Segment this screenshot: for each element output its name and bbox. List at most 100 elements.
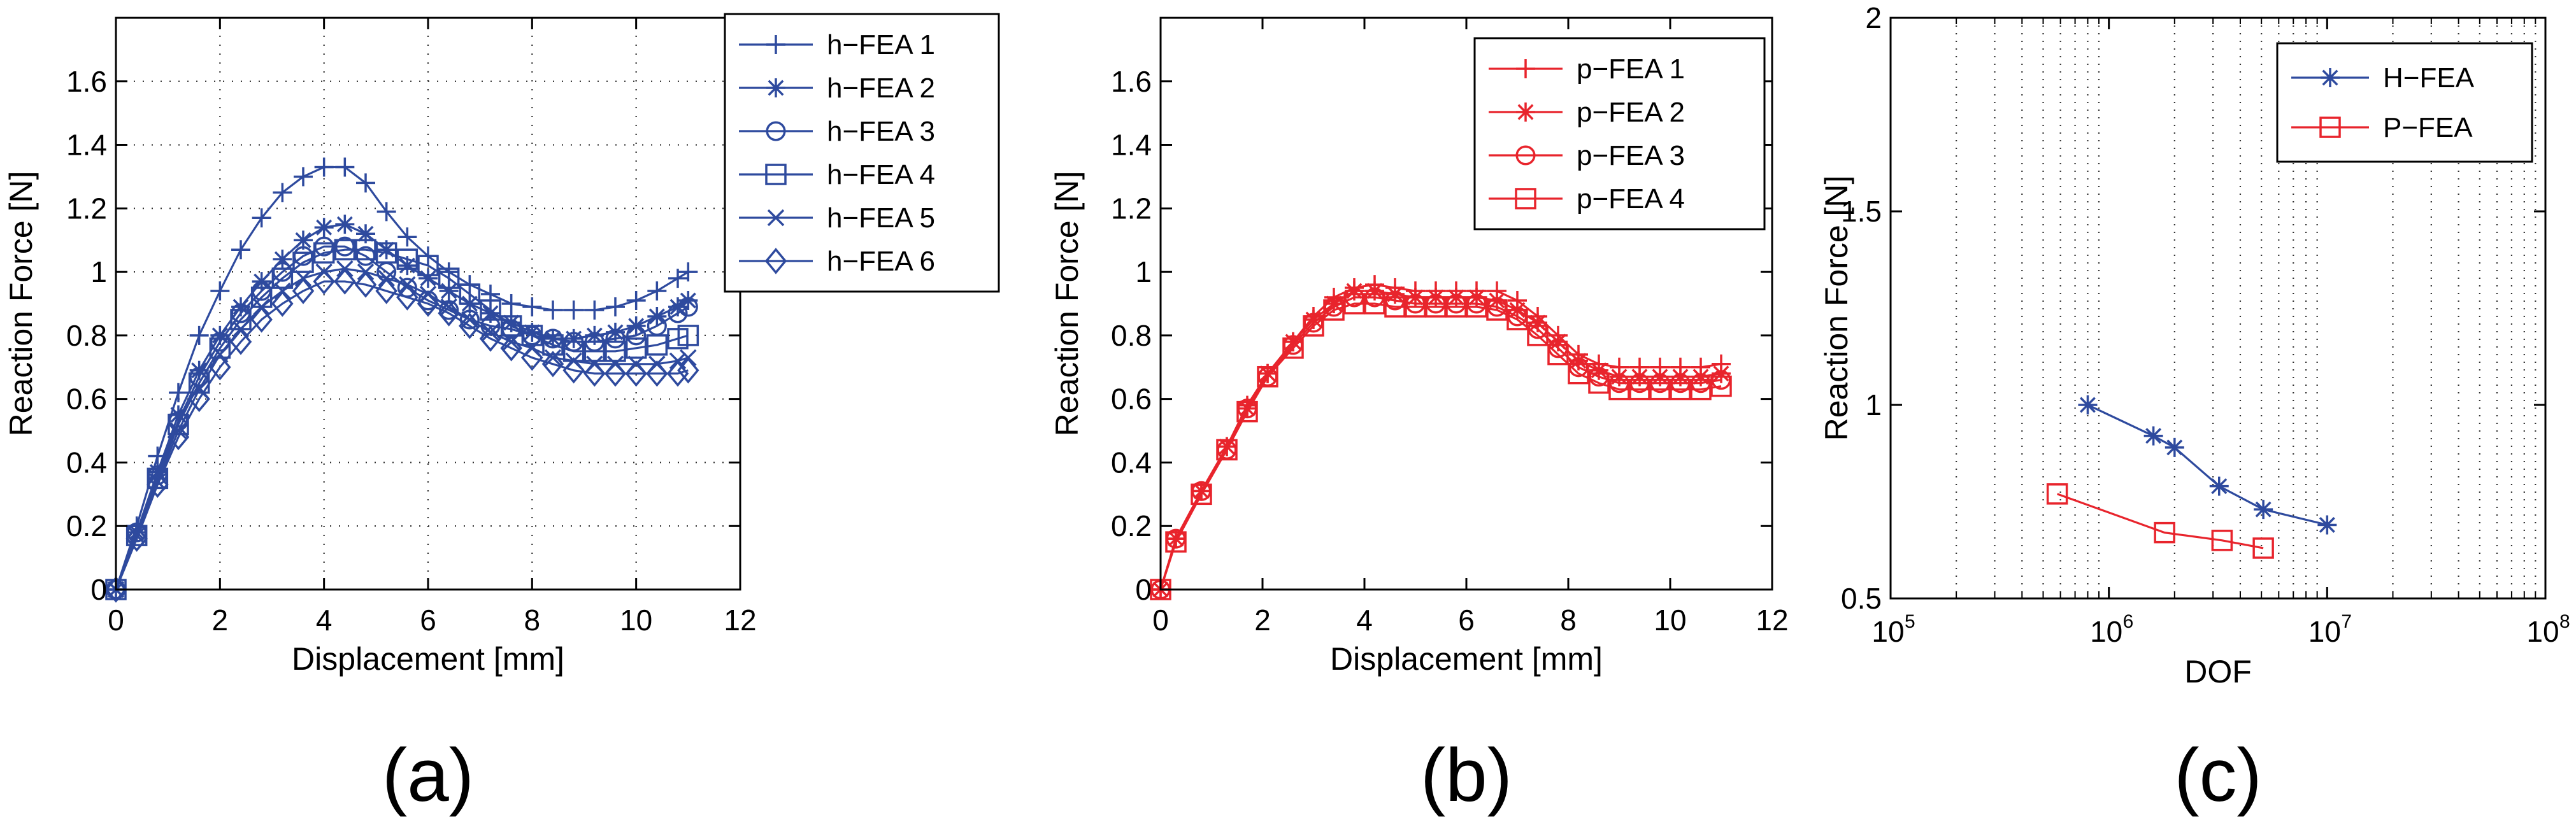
panel-c-y-axis-title: Reaction Force [N] [1819,176,1854,441]
panel-a-series-6-point [500,335,522,362]
panel-c-y-tick-label: 2 [1865,1,1882,34]
panel-b-ticks: 0 2 4 6 8 10 12 0 0.2 0.4 0.6 0.8 1 1.2 1.4 1.6 [1111,18,1789,637]
panel-c-series-2-point [2211,530,2233,551]
panel-a-series-6-point [229,329,252,355]
panel-b-legend: p−FEA 1 p−FEA 2 p−FEA 3 p−FEA 4 [1473,37,1766,230]
panel-a-series-1-point [314,157,334,177]
panel-b-series-2-point [1691,367,1710,386]
panel-b-series-4-point [1303,315,1324,337]
panel-a-series-2-point [273,250,292,269]
panel-b-y-tick-label: 1 [1135,255,1152,288]
panel-a-series-4-point [271,267,294,289]
panel-a-y-tick-label: 0.4 [66,446,107,479]
panel-a-y-tick-label: 0.2 [66,509,107,542]
panel-a-y-tick-label: 0.8 [66,319,107,352]
panel-a-series-4-point [334,239,356,260]
panel-a-series-6-point [541,351,564,378]
panel-a-series-6-point [625,360,647,387]
panel-a-series-6-line [115,280,689,590]
panel-b-series-4-point [1236,400,1258,423]
panel-b-series-4-point [1608,378,1630,400]
panel-c-x-tick-exponent: 6 [2123,611,2134,632]
panel-b-x-axis-title: Displacement [mm] [1330,641,1603,677]
panel-a-series-6-point [188,385,210,413]
panel-a-series-1-point [169,383,188,402]
panel-a-series-6-point [677,357,699,384]
panel-a-series-1-point [294,167,313,187]
panel-b-x-tick-label: 10 [1654,604,1686,637]
panel-c-plot-frame [1889,17,2547,600]
panel-a-series-2-point [419,269,438,288]
panel-b-x-tick-label: 0 [1152,604,1169,637]
panel-a-series-1-point [376,202,396,222]
panel-c-y-tick-label: 0.5 [1841,582,1882,615]
panel-a-series-6-point [354,271,377,298]
panel-c-x-tick-label: 10 [1871,615,1904,648]
panel-a-series-4-point [396,248,419,270]
panel-b-series-4-point [1588,372,1610,394]
panel-c-series-1-point [2078,395,2098,414]
panel-b-series-4-point [1649,378,1671,400]
panel-a-series-2-point [501,313,521,332]
panel-c-series-2-point [2046,483,2068,505]
panel-a-series-4-point [459,283,481,305]
panel-b-series-2-point [1630,367,1649,386]
panel-b-y-tick-label: 0.8 [1111,319,1152,352]
panel-b-legend-label: p−FEA 1 [1577,53,1685,85]
panel-a-series-6-point [666,360,689,387]
panel-a-series-6-point [313,268,335,295]
panel-a-series-6-point [562,357,585,384]
panel-a-series-4-point [542,334,564,356]
panel-c-x-tick-exponent: 7 [2341,611,2352,632]
panel-a-series-6-point [292,278,315,304]
panel-a-legend-label: h−FEA 5 [827,202,935,234]
panel-c-grid [1956,18,2537,598]
panel-a: 0 2 4 6 8 10 12 0 0.2 0.4 0.6 0.8 1 1.2 1.4 1.6 Displac… [3,13,1000,817]
panel-b-series-2-point [1528,313,1547,332]
panel-a-series-2-point [668,297,687,316]
panel-a-y-axis-title: Reaction Force [N] [3,171,39,437]
panel-a-series-2-point [606,322,625,342]
panel-a-series-4-point [375,242,397,264]
panel-b-series-2-point [1610,367,1629,386]
panel-c-legend-box [2276,42,2533,163]
panel-a-y-tick-label: 0.6 [66,383,107,416]
panel-a-series-1-point [231,240,250,260]
panel-a-series-1-point [501,294,521,313]
panel-a-series-6-point [604,360,627,387]
panel-c-series-2-point [2252,537,2274,559]
panel-c-x-tick-exponent: 5 [1905,611,1915,632]
panel-c-legend-label: P−FEA [2383,112,2473,143]
panel-a-series-1-point [189,325,209,345]
panel-a-series-3-point [678,297,698,317]
panel-b-y-tick-label: 1.4 [1111,129,1152,162]
panel-a-series-6-point [583,360,606,387]
panel-b-legend-label: p−FEA 4 [1577,183,1685,215]
panel-b-series-4-point [1486,299,1508,321]
panel-a-series-1-point [252,208,271,228]
panel-a-label: (a) [382,733,474,817]
panel-a-legend-marker [766,35,785,54]
panel-b-y-tick-label: 1.6 [1111,65,1152,98]
panel-a-series-6-point [438,300,460,327]
panel-b-x-tick-label: 6 [1458,604,1475,637]
panel-a-series-1-point [210,281,230,301]
panel-a-series-3-point [626,325,647,346]
panel-b-series-4-point [1282,337,1304,359]
panel-b-y-tick-label: 0.2 [1111,509,1152,542]
panel-b-series-2-point [1589,360,1608,380]
panel-a-x-axis-title: Displacement [mm] [292,641,564,677]
panel-b-series-2-point [1569,351,1588,371]
panel-a-legend-box [724,13,1000,293]
panel-a-series-4-line [115,248,689,590]
panel-c-series-1-point [2143,426,2163,446]
panel-b-legend-label: p−FEA 3 [1577,140,1685,171]
panel-a-series-1-point [522,297,542,316]
panel-a-series-3-point [605,329,626,349]
panel-b: 0 2 4 6 8 10 12 0 0.2 0.4 0.6 0.8 1 1.2 1.4 1.6 Displac… [1049,17,1789,817]
panel-b-x-tick-label: 2 [1254,604,1271,637]
panel-c-x-tick-label: 10 [2090,615,2122,648]
panel-b-series-2-point [1324,294,1343,313]
panel-a-series-4-point [292,251,314,273]
